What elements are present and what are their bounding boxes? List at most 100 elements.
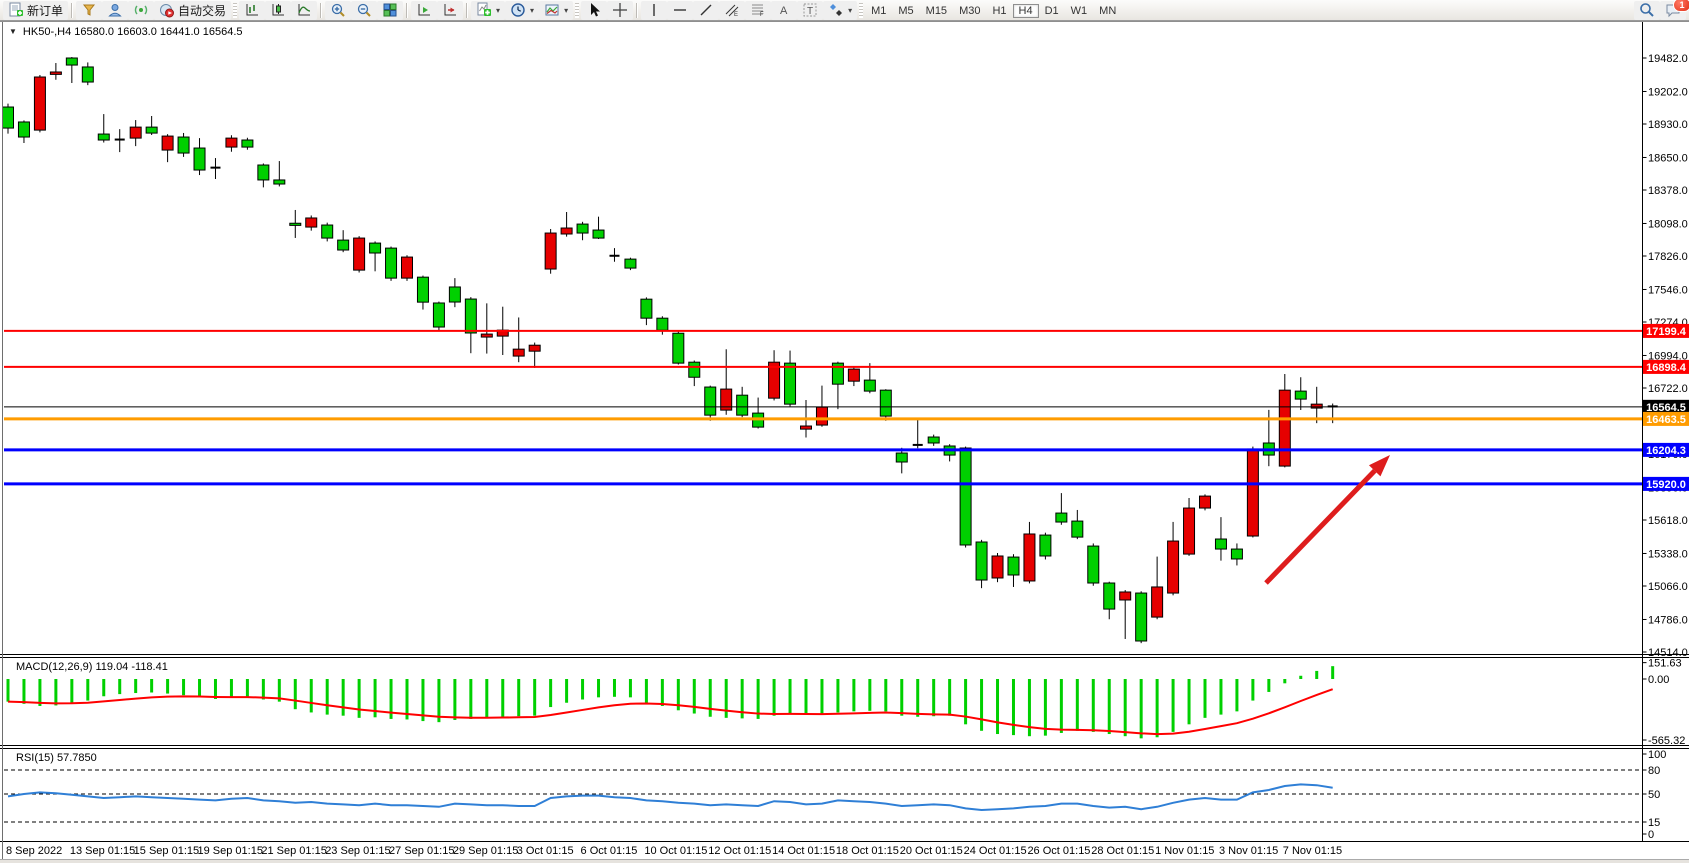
svg-text:15: 15 — [1648, 817, 1660, 829]
fibonacci-icon: F — [752, 4, 764, 18]
periods-button[interactable]: ▾ — [505, 0, 540, 20]
svg-text:18098.0: 18098.0 — [1648, 218, 1688, 230]
signals-button[interactable] — [128, 0, 155, 20]
svg-text:E: E — [734, 12, 738, 18]
autotrading-button[interactable]: 自动交易 — [154, 0, 232, 20]
text-label-tool-button[interactable]: T — [797, 0, 824, 20]
candlestick-icon — [272, 4, 285, 16]
svg-text:18378.0: 18378.0 — [1648, 185, 1688, 197]
clock-icon — [511, 3, 525, 17]
profile-button[interactable] — [102, 0, 129, 20]
svg-text:19 Sep 01:15: 19 Sep 01:15 — [198, 845, 263, 857]
svg-text:26 Oct 01:15: 26 Oct 01:15 — [1027, 845, 1090, 857]
dropdown-caret-icon: ▾ — [564, 5, 569, 15]
text-icon: A — [780, 5, 788, 17]
svg-text:0.00: 0.00 — [1648, 674, 1669, 686]
svg-text:3 Nov 01:15: 3 Nov 01:15 — [1219, 845, 1278, 857]
svg-text:15066.0: 15066.0 — [1648, 581, 1688, 593]
svg-text:151.63: 151.63 — [1648, 658, 1682, 670]
cursor-icon — [591, 3, 601, 17]
notification-count-badge: 1 — [1673, 0, 1689, 12]
svg-text:17826.0: 17826.0 — [1648, 251, 1688, 263]
timeframe-mn-button[interactable]: MN — [1099, 4, 1117, 17]
timeframe-h4-button[interactable]: H4 — [1012, 3, 1039, 18]
zoom-out-icon — [357, 3, 371, 17]
trendline-icon — [700, 4, 712, 16]
toolbar-separator — [636, 2, 639, 18]
arrows-tool-button[interactable]: ▾ — [823, 0, 858, 20]
timeframe-w1-button[interactable]: W1 — [1070, 4, 1088, 17]
new-order-label: 新订单 — [27, 3, 64, 18]
styler-button[interactable] — [76, 0, 103, 20]
zoom-in-button[interactable] — [325, 0, 352, 20]
notifications-button[interactable]: 1 — [1660, 0, 1689, 20]
trendline-tool-button[interactable] — [693, 0, 720, 20]
svg-text:15618.0: 15618.0 — [1648, 515, 1688, 527]
candlestick-button[interactable] — [265, 0, 292, 20]
cursor-button[interactable] — [581, 0, 608, 20]
svg-text:29 Sep 01:15: 29 Sep 01:15 — [453, 845, 518, 857]
autotrading-icon — [160, 4, 175, 18]
vertical-line-tool-button[interactable] — [641, 0, 668, 20]
line-chart-icon — [298, 4, 311, 16]
bar-chart-icon — [246, 4, 259, 16]
crosshair-icon — [613, 3, 628, 17]
crosshair-button[interactable] — [607, 0, 634, 20]
toolbar-grip — [575, 2, 580, 18]
indicators-button[interactable]: ▾ — [471, 0, 506, 20]
timeframe-m30-button[interactable]: M30 — [959, 4, 981, 17]
svg-text:14 Oct 01:15: 14 Oct 01:15 — [772, 845, 835, 857]
panel-borders — [0, 21, 1689, 863]
timeframe-m1-button[interactable]: M1 — [871, 4, 887, 17]
svg-text:24 Oct 01:15: 24 Oct 01:15 — [964, 845, 1027, 857]
main-toolbar: 新订单 自动交易 — [0, 0, 1689, 21]
svg-text:14514.0: 14514.0 — [1648, 647, 1688, 659]
trend-arrow — [1264, 455, 1390, 585]
bar-chart-button[interactable] — [239, 0, 266, 20]
search-button[interactable] — [1634, 0, 1660, 20]
svg-text:15920.0: 15920.0 — [1646, 479, 1686, 491]
rsi-label: RSI(15) 57.7850 — [16, 752, 97, 764]
timeframe-m5-button[interactable]: M5 — [898, 4, 914, 17]
rsi-panel: 100 80 50 150 RSI(15) 57.7850 — [4, 749, 1666, 841]
timeframe-m15-button[interactable]: M15 — [925, 4, 948, 17]
svg-text:6 Oct 01:15: 6 Oct 01:15 — [581, 845, 638, 857]
dropdown-caret-icon: ▾ — [848, 5, 853, 15]
svg-text:0: 0 — [1648, 829, 1654, 841]
svg-text:15 Sep 01:15: 15 Sep 01:15 — [134, 845, 199, 857]
svg-text:16204.3: 16204.3 — [1646, 445, 1686, 457]
toolbar-separator — [320, 2, 323, 18]
chart-title-ohlc: HK50-,H4 16580.0 16603.0 16441.0 16564.5 — [22, 26, 243, 38]
horizontal-line-icon — [674, 9, 687, 11]
auto-scroll-icon — [418, 4, 431, 16]
zoom-in-icon — [331, 3, 345, 17]
toolbar-grip — [859, 2, 864, 18]
shapes-icon — [830, 4, 843, 16]
new-order-icon — [9, 2, 23, 17]
timeframe-h1-button[interactable]: H1 — [992, 4, 1007, 17]
svg-text:20 Oct 01:15: 20 Oct 01:15 — [900, 845, 963, 857]
templates-button[interactable]: ▾ — [539, 0, 574, 20]
svg-text:18 Oct 01:15: 18 Oct 01:15 — [836, 845, 899, 857]
new-order-button[interactable]: 新订单 — [3, 0, 69, 20]
text-tool-button[interactable]: A — [771, 0, 798, 20]
svg-text:3 Oct 01:15: 3 Oct 01:15 — [517, 845, 574, 857]
auto-scroll-button[interactable] — [411, 0, 438, 20]
svg-text:17546.0: 17546.0 — [1648, 284, 1688, 296]
svg-text:16722.0: 16722.0 — [1648, 383, 1688, 395]
one-click-trading-toggle-icon[interactable]: ▼ — [9, 27, 17, 36]
toolbar-separator — [406, 2, 409, 18]
chart-shift-button[interactable] — [437, 0, 464, 20]
svg-text:19202.0: 19202.0 — [1648, 86, 1688, 98]
timeframe-switcher: M1 M5 M15 M30 H1 H4 D1 W1 MN — [865, 1, 1122, 20]
zoom-out-button[interactable] — [351, 0, 378, 20]
line-chart-button[interactable] — [291, 0, 318, 20]
fibonacci-tool-button[interactable]: F — [745, 0, 772, 20]
horizontal-line-tool-button[interactable] — [667, 0, 694, 20]
channel-tool-button[interactable]: E — [719, 0, 746, 20]
tile-windows-button[interactable] — [377, 0, 404, 20]
timeframe-d1-button[interactable]: D1 — [1044, 4, 1059, 17]
